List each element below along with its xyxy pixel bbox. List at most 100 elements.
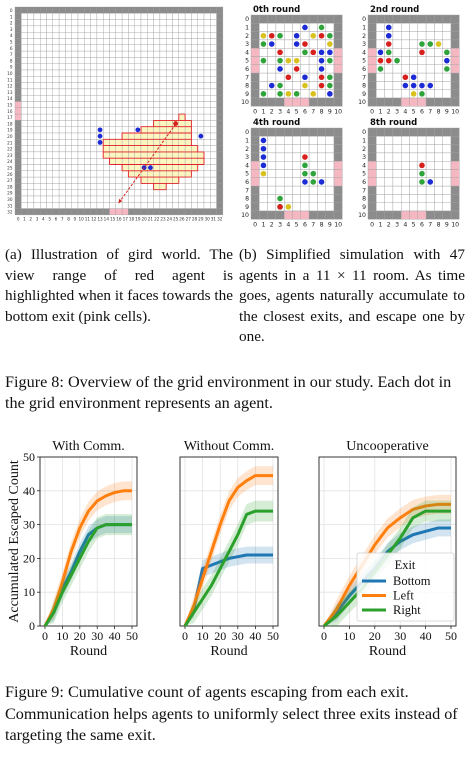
grid-cell — [153, 19, 161, 27]
room-y-tick: 1 — [362, 25, 366, 32]
grid-cell — [52, 25, 60, 33]
grid-cell — [216, 25, 224, 33]
grid-cell — [96, 69, 104, 77]
agent-dot — [327, 49, 333, 56]
grid-cell — [84, 38, 91, 45]
grid-cell — [115, 69, 123, 77]
grid-cell — [46, 76, 53, 83]
grid-cell — [52, 195, 60, 203]
room-cell — [367, 48, 377, 57]
room-y-tick: 5 — [362, 171, 366, 178]
room-cell — [259, 127, 268, 137]
room-x-tick: 10 — [451, 221, 459, 228]
view-range-outline — [102, 113, 205, 191]
grid-cell — [90, 38, 98, 45]
grid-cell — [71, 164, 79, 171]
grid-cell — [184, 113, 192, 121]
grid-cell — [71, 120, 79, 127]
grid-cell — [197, 76, 205, 83]
room-x-tick: 5 — [412, 221, 416, 228]
grid-cell — [65, 57, 72, 64]
agent-dot — [318, 179, 325, 185]
grid-cell — [203, 107, 211, 115]
grid-cell — [52, 95, 60, 102]
grid-cell — [14, 19, 22, 27]
series-line-left — [183, 474, 273, 627]
grid-cell — [65, 63, 72, 71]
room-cell — [284, 152, 293, 162]
room-y-tick: 10 — [358, 99, 366, 106]
grid-cell — [21, 126, 28, 134]
room-cell — [292, 177, 302, 187]
grid-cell — [210, 95, 217, 102]
room-cell — [367, 152, 377, 162]
grid-cell — [172, 101, 179, 108]
grid-cell — [159, 25, 167, 33]
grid-cell — [109, 132, 116, 140]
grid-cell — [121, 19, 129, 27]
room-cell — [308, 14, 318, 24]
grid-cell — [14, 50, 22, 58]
room-cell — [417, 72, 427, 82]
room-cell — [275, 39, 285, 49]
grid-cell — [184, 76, 192, 83]
room-cell — [425, 14, 435, 24]
room-cell — [376, 160, 385, 170]
grid-cell — [40, 88, 47, 96]
grid-cells — [14, 6, 224, 216]
grid-cell — [153, 208, 161, 216]
grid-cell — [77, 195, 85, 203]
grid-cell — [27, 170, 35, 178]
room-cell — [275, 127, 285, 137]
room-cell — [367, 72, 377, 82]
room-cell — [400, 14, 410, 24]
x-tick-label: 3 — [36, 216, 39, 221]
grid-cell — [33, 32, 41, 39]
grid-cell — [71, 25, 79, 33]
grid-cell — [46, 189, 53, 197]
agent-dot — [293, 41, 300, 47]
grid-cell — [77, 19, 85, 27]
grid-cell — [52, 132, 60, 140]
grid-cell — [115, 95, 123, 102]
room-cell — [308, 81, 318, 90]
grid-cell — [197, 101, 205, 108]
agent-dot — [444, 49, 450, 56]
grid-cell — [159, 95, 167, 102]
room-cell — [292, 48, 302, 57]
agent-dot — [302, 24, 308, 31]
grid-cell — [191, 101, 198, 108]
grid-cell — [197, 32, 205, 39]
room-y-tick: 3 — [362, 41, 366, 48]
grid-cell — [84, 69, 91, 77]
room-cell — [267, 169, 277, 179]
grid-cell — [77, 32, 85, 39]
grid-cell — [153, 57, 161, 64]
room-cell — [417, 97, 427, 107]
room-cell — [267, 144, 277, 154]
grid-cell — [184, 88, 192, 96]
room-cell — [292, 152, 302, 162]
grid-cell — [191, 107, 198, 115]
grid-cell — [33, 208, 41, 216]
grid-cell — [172, 76, 179, 83]
agent-dot — [327, 74, 333, 81]
grid-cell — [65, 183, 72, 190]
grid-cell — [14, 6, 22, 14]
grid-cell — [71, 176, 79, 184]
grid-cell — [172, 189, 179, 197]
y-tick-label: 26 — [7, 172, 13, 177]
room-cell — [267, 210, 277, 220]
grid-cell — [103, 132, 110, 140]
grid-cell — [103, 69, 110, 77]
room-cell — [267, 64, 277, 74]
grid-cell — [109, 189, 116, 197]
room-y-tick: 6 — [245, 179, 249, 186]
room-cell — [425, 31, 435, 41]
grid-cell — [77, 76, 85, 83]
grid-cell — [172, 139, 179, 146]
grid-cell — [65, 50, 72, 58]
grid-cell — [216, 82, 224, 90]
x-tick-label: 4 — [42, 216, 45, 221]
grid-cell — [184, 69, 192, 77]
